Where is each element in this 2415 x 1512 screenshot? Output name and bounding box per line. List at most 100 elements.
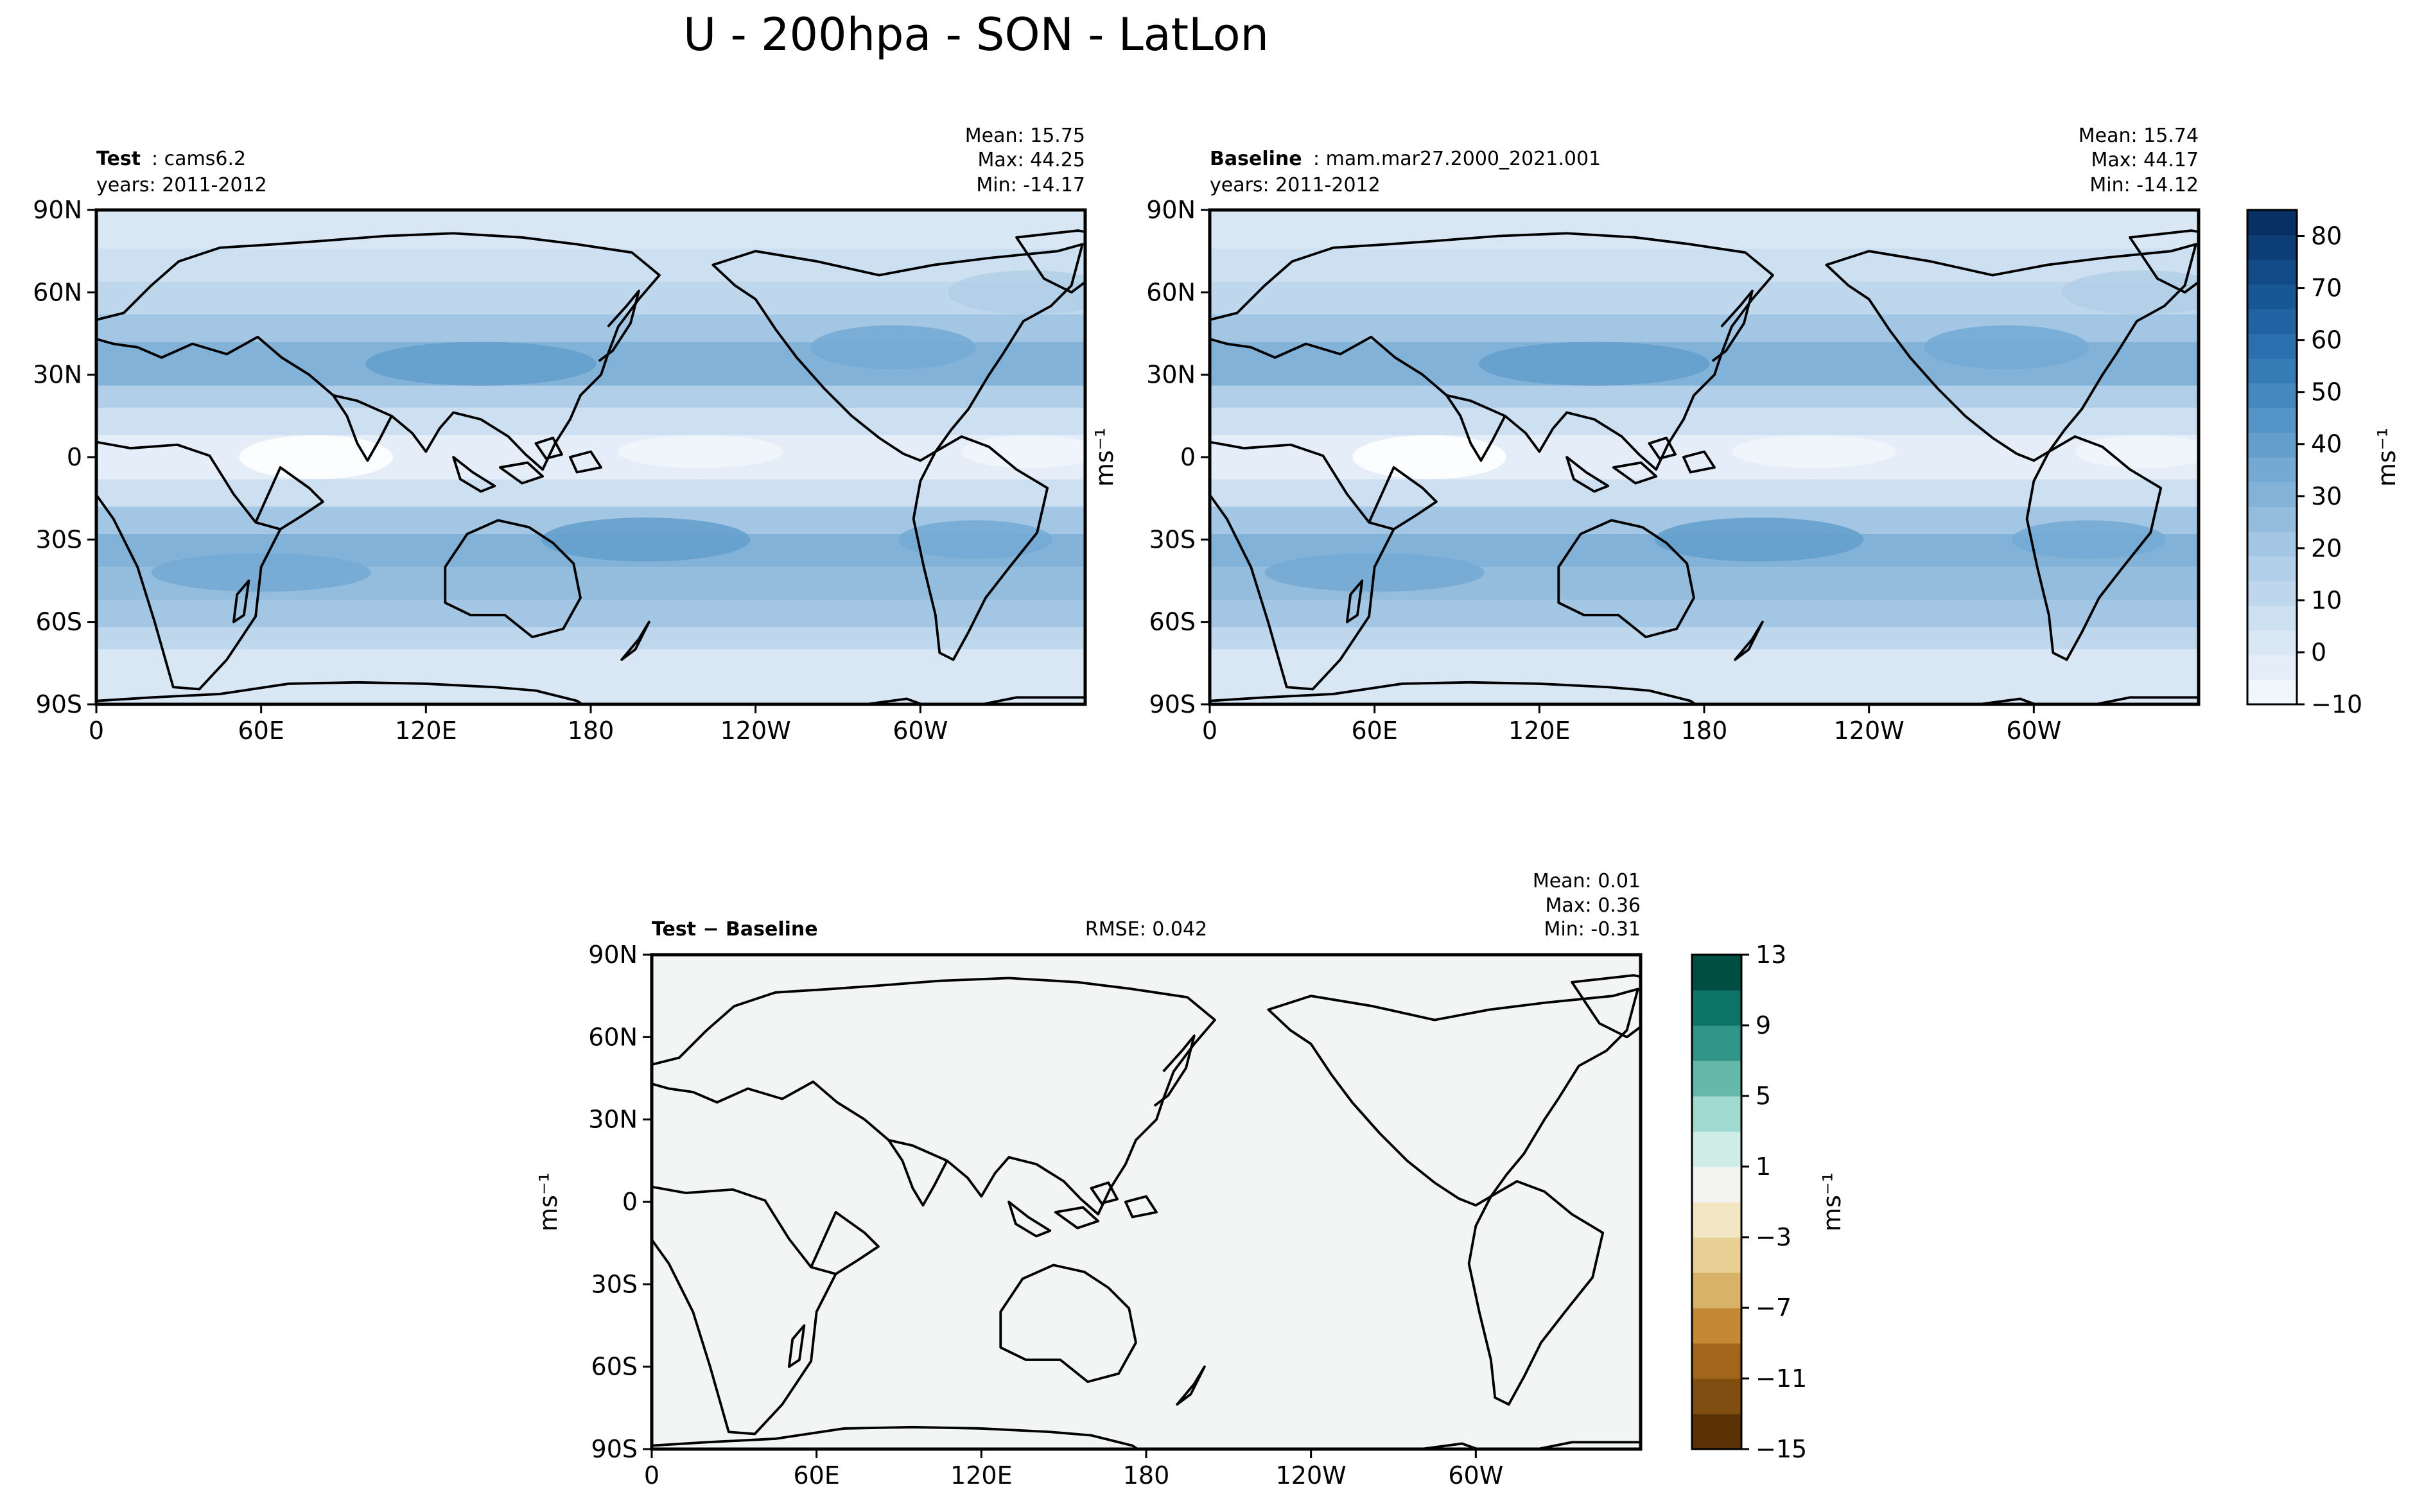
- colorbar-swatch: [2247, 580, 2297, 606]
- colorbar-tick-label: 0: [2311, 638, 2326, 666]
- y-tick-label: 90S: [1149, 690, 1196, 718]
- test-years: years: 2011-2012: [96, 174, 267, 196]
- field-band: [1210, 210, 2199, 248]
- difference-ylabel: ms⁻¹: [534, 1172, 562, 1231]
- x-tick-label: 120E: [395, 717, 457, 745]
- colorbar-swatch: [2247, 531, 2297, 557]
- colorbar-swatch: [1692, 955, 1741, 991]
- colorbar-swatch: [1692, 1378, 1741, 1414]
- baseline-map-plot: [1210, 210, 2199, 704]
- colorbar-swatch: [2247, 234, 2297, 260]
- field-feature: [2061, 270, 2199, 315]
- x-tick-label: 60E: [238, 717, 284, 745]
- y-tick-label: 30S: [591, 1270, 638, 1298]
- colorbar-swatch: [2247, 605, 2297, 631]
- x-tick-label: 120W: [1276, 1461, 1347, 1490]
- y-tick-label: 90S: [36, 690, 82, 718]
- colorbar-swatch: [1692, 1308, 1741, 1344]
- field-band: [1210, 248, 2199, 282]
- y-tick-label: 90S: [591, 1435, 638, 1463]
- colorbar-u-label: ms⁻¹: [2373, 428, 2401, 487]
- field-feature: [541, 517, 751, 562]
- x-tick-label: 60W: [2006, 717, 2061, 745]
- y-tick-label: 30S: [1149, 525, 1196, 553]
- x-tick-label: 120W: [720, 717, 791, 745]
- field-band: [96, 627, 1085, 650]
- field-band: [1210, 281, 2199, 315]
- field-feature: [1479, 342, 1710, 386]
- y-tick-label: 30N: [33, 361, 82, 389]
- x-tick-label: 60E: [793, 1461, 839, 1490]
- x-tick-label: 180: [1681, 717, 1728, 745]
- field-feature: [898, 520, 1052, 559]
- difference-rmse: RMSE: 0.042: [1085, 918, 1207, 941]
- field-band: [1210, 408, 2199, 435]
- test-field: [96, 210, 1085, 704]
- test-map-plot: [96, 210, 1085, 704]
- colorbar-tick-label: 5: [1756, 1082, 1771, 1110]
- x-tick-label: 0: [89, 717, 104, 745]
- colorbar-swatch: [2247, 432, 2297, 458]
- colorbar-tick-label: 13: [1756, 941, 1786, 969]
- field-band: [96, 210, 1085, 248]
- colorbar-swatch: [2247, 457, 2297, 483]
- colorbar-diff-label: ms⁻¹: [1818, 1172, 1846, 1231]
- baseline-years: years: 2011-2012: [1210, 174, 1381, 196]
- difference-stat-mean: Mean: 0.01: [1533, 870, 1641, 892]
- colorbar-tick-label: 1: [1756, 1152, 1771, 1181]
- baseline-stat-mean: Mean: 15.74: [2079, 125, 2199, 147]
- colorbar-swatch: [2247, 259, 2297, 285]
- colorbar-diff-ticks: 13 9 5 1 −3 −7 −11 −15: [1741, 941, 1807, 1463]
- colorbar-tick-label: −7: [1756, 1294, 1792, 1322]
- y-tick-label: 30N: [588, 1106, 638, 1134]
- field-feature: [1655, 517, 1864, 562]
- field-feature: [961, 435, 1085, 469]
- x-tick-label: 0: [1202, 717, 1217, 745]
- colorbar-u-frame: [2246, 209, 2298, 706]
- field-band: [96, 281, 1085, 315]
- colorbar-tick-label: 30: [2311, 482, 2342, 510]
- panel-difference: Test − Baseline RMSE: 0.042 Mean: 0.01 M…: [534, 870, 1643, 1490]
- colorbar-diff: 13 9 5 1 −3 −7 −11 −15 ms⁻¹: [1691, 941, 1846, 1463]
- field-band: [96, 649, 1085, 704]
- colorbar-swatch: [1692, 1343, 1741, 1379]
- difference-map-plot: [652, 955, 1641, 1449]
- colorbar-tick-label: 20: [2311, 534, 2342, 562]
- y-tick-label: 60S: [36, 608, 82, 636]
- colorbar-swatch: [1692, 1202, 1741, 1238]
- baseline-label-rest: : mam.mar27.2000_2021.001: [1313, 148, 1601, 170]
- field-feature: [2012, 520, 2166, 559]
- x-tick-label: 120W: [1834, 717, 1905, 745]
- baseline-stat-min: Min: -14.12: [2089, 174, 2199, 196]
- y-tick-label: 0: [622, 1188, 638, 1216]
- colorbar-swatch: [2247, 507, 2297, 532]
- test-ticks: 0 60E 120E 180 120W 60W 90N 60N 30N 0 30S 60S 90S: [33, 196, 948, 745]
- colorbar-tick-label: 10: [2311, 586, 2342, 614]
- colorbar-tick-label: 70: [2311, 274, 2342, 302]
- panel-baseline: Baseline : mam.mar27.2000_2021.001 years…: [1090, 125, 2201, 745]
- colorbar-swatch: [2247, 309, 2297, 335]
- x-tick-label: 120E: [1508, 717, 1571, 745]
- y-tick-label: 30S: [36, 525, 82, 553]
- colorbar-swatch: [1692, 1131, 1741, 1167]
- field-band: [96, 408, 1085, 435]
- y-tick-label: 30N: [1146, 361, 1196, 389]
- field-feature: [810, 325, 975, 370]
- x-tick-label: 60W: [893, 717, 948, 745]
- colorbar-tick-label: −15: [1756, 1435, 1807, 1463]
- field-band: [96, 248, 1085, 282]
- colorbar-tick-label: −11: [1756, 1364, 1807, 1393]
- y-tick-label: 90N: [1146, 196, 1196, 224]
- field-band: [96, 479, 1085, 507]
- colorbar-swatch: [2247, 333, 2297, 359]
- colorbar-swatch: [1692, 1237, 1741, 1273]
- x-tick-label: 180: [568, 717, 615, 745]
- colorbar-swatch: [2247, 408, 2297, 433]
- colorbar-swatch: [2247, 679, 2297, 705]
- colorbar-tick-label: 40: [2311, 430, 2342, 458]
- baseline-label-bold: Baseline: [1210, 148, 1302, 170]
- colorbar-swatch: [2247, 358, 2297, 384]
- colorbar-tick-label: 80: [2311, 222, 2342, 250]
- difference-ticks: 0 60E 120E 180 120W 60W 90N 60N 30N 0 30S 60S 90S: [588, 941, 1503, 1490]
